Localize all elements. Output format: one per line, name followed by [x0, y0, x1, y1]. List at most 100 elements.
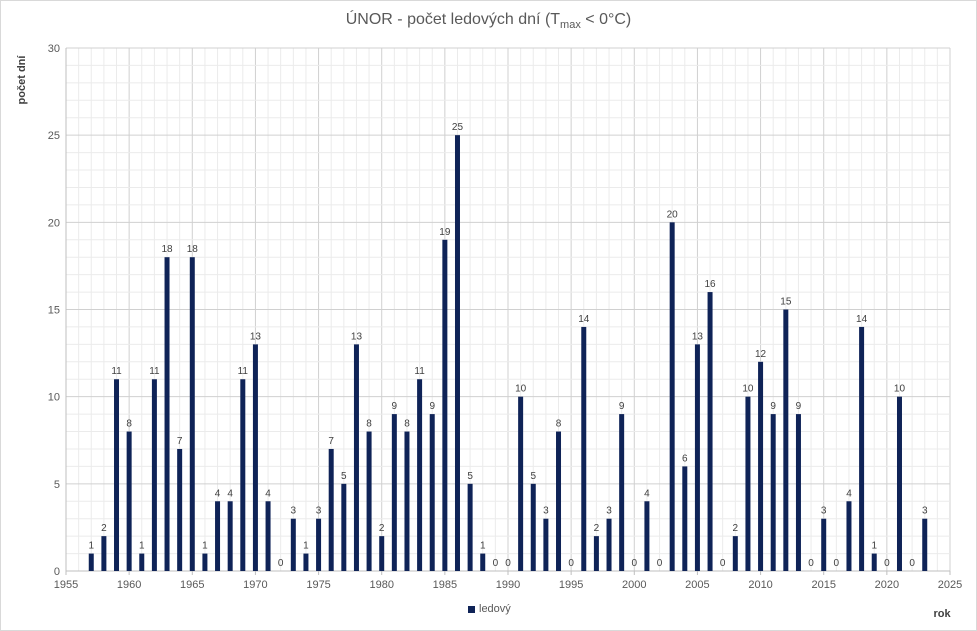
data-label: 10 [515, 384, 527, 395]
bar [556, 431, 562, 571]
data-label: 9 [796, 401, 802, 412]
data-label: 12 [755, 349, 767, 360]
data-label: 5 [341, 471, 347, 482]
data-label: 8 [404, 419, 410, 430]
bar [480, 553, 486, 571]
x-tick-label: 2010 [748, 579, 772, 591]
bar [821, 518, 827, 571]
bar [202, 553, 208, 571]
data-label: 5 [530, 471, 536, 482]
bar [126, 431, 132, 571]
bar [265, 501, 271, 571]
bar [379, 536, 385, 571]
bar [896, 396, 902, 571]
bar [366, 431, 372, 571]
bar [316, 518, 322, 571]
data-label: 11 [238, 366, 249, 377]
x-tick-label: 1955 [54, 579, 78, 591]
bar [139, 553, 145, 571]
y-tick-label: 20 [48, 217, 60, 229]
data-label: 1 [202, 541, 208, 552]
data-label: 10 [742, 384, 754, 395]
bar [429, 414, 435, 571]
y-tick-label: 5 [54, 479, 60, 491]
bar [619, 414, 625, 571]
data-label: 9 [770, 401, 776, 412]
bar [454, 135, 460, 571]
bar [442, 239, 448, 571]
data-label: 0 [568, 558, 574, 569]
data-label: 18 [161, 244, 173, 255]
data-label: 11 [149, 366, 160, 377]
data-label: 0 [632, 558, 638, 569]
data-label: 13 [351, 331, 363, 342]
legend: ledový [468, 603, 511, 615]
data-label: 4 [227, 488, 233, 499]
y-tick-label: 30 [48, 43, 60, 55]
bar [758, 361, 764, 571]
data-label: 11 [414, 366, 425, 377]
bar [290, 518, 296, 571]
bar [593, 536, 599, 571]
x-tick-label: 1985 [433, 579, 457, 591]
data-label: 3 [922, 506, 928, 517]
data-label: 25 [452, 122, 464, 133]
bar [303, 553, 309, 571]
bar [189, 257, 195, 571]
title-suffix: < 0°C) [580, 11, 632, 28]
bar [606, 518, 612, 571]
y-tick-label: 0 [54, 566, 60, 578]
data-label: 4 [846, 488, 852, 499]
bar [644, 501, 650, 571]
bar [404, 431, 410, 571]
data-label: 2 [101, 523, 107, 534]
data-label: 15 [780, 297, 792, 308]
bar [518, 396, 524, 571]
bar [227, 501, 233, 571]
bar [467, 483, 473, 571]
data-label: 6 [682, 453, 688, 464]
bar [745, 396, 751, 571]
x-tick-label: 2000 [622, 579, 646, 591]
data-label: 3 [606, 506, 612, 517]
x-axis-title: rok [933, 608, 951, 620]
data-label: 0 [834, 558, 840, 569]
data-label: 14 [856, 314, 868, 325]
data-label: 0 [909, 558, 915, 569]
data-label: 3 [316, 506, 322, 517]
bars [88, 135, 928, 572]
x-tick-label: 2025 [938, 579, 962, 591]
x-tick-label: 1960 [117, 579, 141, 591]
x-tick-label: 1995 [559, 579, 583, 591]
data-label: 9 [619, 401, 625, 412]
data-label: 20 [667, 209, 679, 220]
data-label: 2 [733, 523, 739, 534]
bar [783, 309, 789, 571]
y-tick-label: 15 [48, 305, 60, 317]
data-label: 0 [884, 558, 890, 569]
data-label: 19 [439, 227, 451, 238]
x-tick-label: 1965 [180, 579, 204, 591]
data-label: 4 [215, 488, 221, 499]
bar [922, 518, 928, 571]
x-tick-label: 1990 [496, 579, 520, 591]
bar [694, 344, 700, 571]
bar [215, 501, 221, 571]
gridlines [65, 47, 951, 572]
data-label: 4 [644, 488, 650, 499]
y-axis-title: počet dní [16, 55, 28, 105]
bar [328, 448, 334, 571]
y-tick-label: 25 [48, 130, 60, 142]
bar [770, 414, 776, 571]
bar [341, 483, 347, 571]
data-label: 3 [543, 506, 549, 517]
data-label: 9 [429, 401, 435, 412]
bar [101, 536, 107, 571]
bar [151, 379, 157, 571]
chart-title: ÚNOR - počet ledových dní (Tmax < 0°C) [0, 11, 977, 31]
x-tick-label: 2020 [875, 579, 899, 591]
bar [846, 501, 852, 571]
